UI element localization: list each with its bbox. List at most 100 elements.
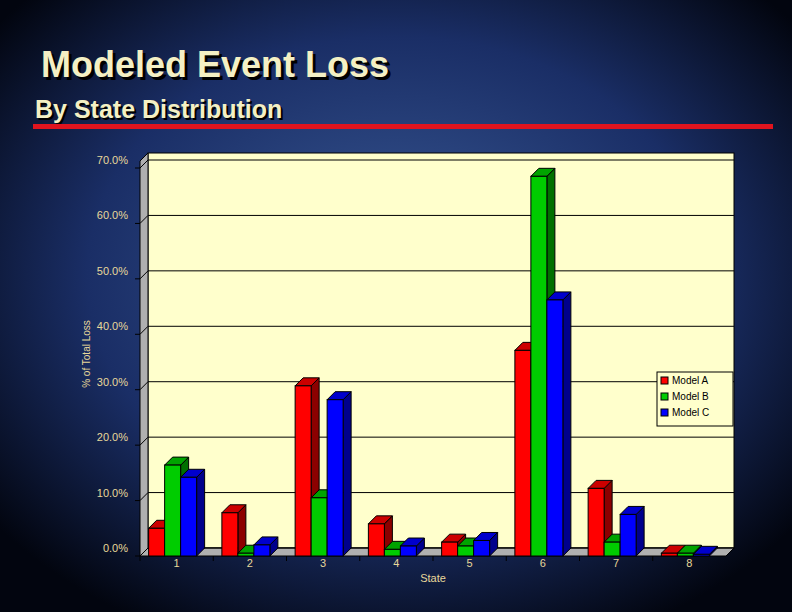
y-tick [135, 389, 140, 390]
bar [400, 538, 424, 556]
y-tick-label: 70.0% [97, 154, 128, 166]
bar [254, 537, 278, 556]
bar-top [620, 506, 644, 514]
grid-line-side [140, 160, 148, 168]
y-tick-label: 0.0% [103, 542, 128, 554]
bar [693, 546, 717, 556]
grid-line [148, 270, 734, 271]
bar [327, 392, 351, 556]
legend-label: Model C [672, 407, 709, 418]
x-tick-label: 7 [613, 557, 619, 569]
y-tick [135, 168, 140, 169]
x-tick [433, 556, 434, 561]
x-tick [140, 556, 141, 561]
bar-front [149, 528, 165, 556]
y-tick [135, 445, 140, 446]
bar-side [197, 469, 205, 556]
bar-front [222, 513, 238, 556]
x-tick [286, 556, 287, 561]
x-tick [579, 556, 580, 561]
bar-top [181, 469, 205, 477]
x-tick [213, 556, 214, 561]
bar-top [531, 168, 555, 176]
bar-front [295, 386, 311, 556]
grid-line [148, 437, 734, 438]
bar-top [295, 378, 319, 386]
bar-front [311, 498, 327, 556]
grid-line [148, 215, 734, 216]
bar-front [604, 542, 620, 556]
bar-top [400, 538, 424, 546]
bar-front [368, 524, 384, 556]
grid-line-side [140, 215, 148, 223]
side-wall [140, 153, 148, 556]
legend-swatch [661, 377, 668, 384]
bar-front [693, 554, 709, 556]
bar-top [547, 292, 571, 300]
bar-front [238, 553, 254, 556]
bar-front [254, 545, 270, 556]
x-tick-label: 3 [320, 557, 326, 569]
grid-line [148, 492, 734, 493]
grid-line-side [140, 493, 148, 501]
y-tick-label: 50.0% [97, 265, 128, 277]
y-tick [135, 278, 140, 279]
bar-front [442, 542, 458, 556]
y-tick [135, 223, 140, 224]
legend-label: Model B [672, 391, 709, 402]
bar-top [222, 505, 246, 513]
bar-front [384, 549, 400, 556]
x-tick-label: 5 [467, 557, 473, 569]
chart-root: Modeled Event LossModeled Event LossBy S… [0, 0, 792, 612]
bar-top [693, 546, 717, 554]
title-rule [33, 124, 773, 129]
grid-line [148, 381, 734, 382]
bar-front [588, 488, 604, 556]
legend-box [657, 372, 733, 426]
x-tick [359, 556, 360, 561]
bar-top [165, 457, 189, 465]
x-tick-label: 1 [174, 557, 180, 569]
y-tick-label: 60.0% [97, 209, 128, 221]
x-tick-label: 2 [247, 557, 253, 569]
bar-front [181, 477, 197, 556]
x-tick [506, 556, 507, 561]
x-tick-label: 4 [393, 557, 399, 569]
bar-front [661, 553, 677, 556]
bar-front [547, 300, 563, 556]
bar-front [400, 546, 416, 556]
bar-side [563, 292, 571, 556]
bar [474, 532, 498, 556]
bar-front [474, 540, 490, 556]
legend-label: Model A [672, 375, 708, 386]
y-tick-label: 20.0% [97, 431, 128, 443]
bar-front [677, 553, 693, 556]
background [0, 0, 792, 612]
y-tick [135, 334, 140, 335]
legend-swatch [661, 393, 668, 400]
bar-top [588, 480, 612, 488]
grid-line-side [140, 326, 148, 334]
plot-area [149, 168, 718, 556]
grid-line-side [140, 271, 148, 279]
y-tick-label: 40.0% [97, 320, 128, 332]
x-tick [652, 556, 653, 561]
bar-side [343, 392, 351, 556]
bar-top [474, 532, 498, 540]
bar-top [327, 392, 351, 400]
bar-front [531, 176, 547, 556]
back-wall [148, 153, 734, 548]
x-tick-label: 8 [686, 557, 692, 569]
bar-front [458, 546, 474, 556]
y-tick-label: 30.0% [97, 376, 128, 388]
bar [547, 292, 571, 556]
bar-front [327, 400, 343, 556]
bar-front [515, 350, 531, 556]
subtitle: By State Distribution [35, 95, 282, 123]
y-axis-label: % of Total Loss [81, 320, 92, 388]
grid-line-side [140, 548, 148, 556]
title: Modeled Event Loss [41, 44, 389, 85]
bar-front [620, 514, 636, 556]
y-tick [135, 500, 140, 501]
y-tick-label: 10.0% [97, 487, 128, 499]
